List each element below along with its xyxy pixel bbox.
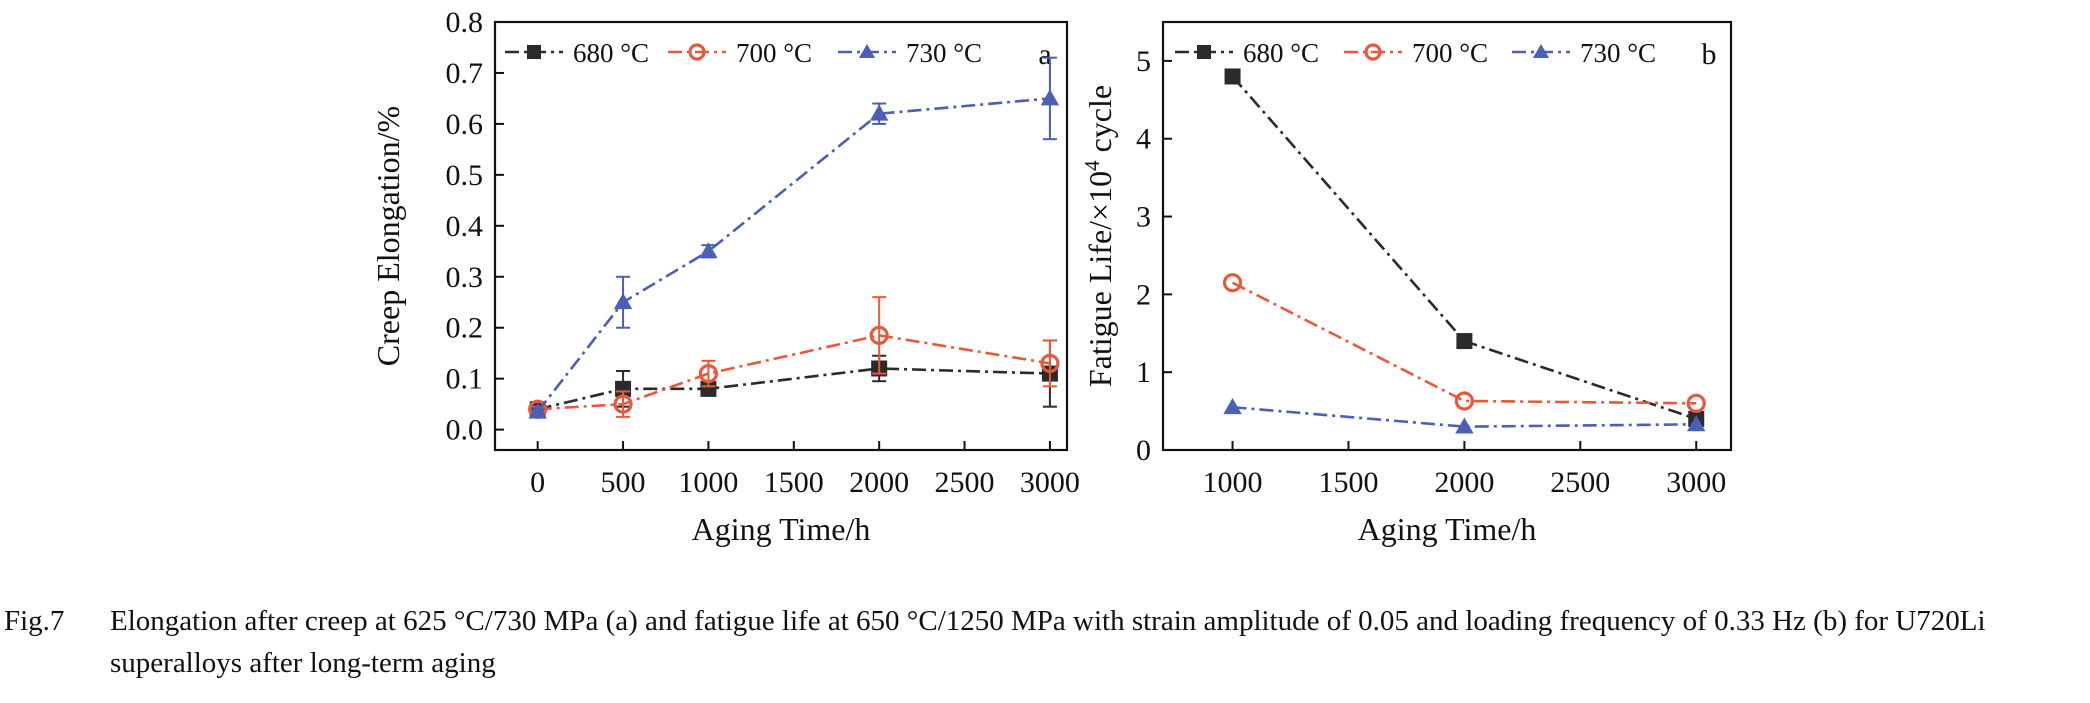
series-line bbox=[1232, 405, 1697, 428]
panel-label: b bbox=[1702, 38, 1717, 71]
data-point bbox=[1040, 89, 1060, 106]
x-tick-label: 3000 bbox=[1666, 466, 1726, 499]
y-tick-label: 3 bbox=[1136, 201, 1151, 234]
legend-label: 730 °C bbox=[906, 38, 982, 68]
x-axis-title: Aging Time/h bbox=[1358, 511, 1537, 547]
plot-frame bbox=[493, 20, 1069, 452]
data-point bbox=[869, 104, 889, 121]
series-2 bbox=[1222, 273, 1706, 413]
data-point bbox=[1454, 391, 1474, 411]
y-tick-label: 0.2 bbox=[446, 312, 484, 345]
y-tick-label: 0.6 bbox=[446, 108, 484, 141]
data-point bbox=[1222, 273, 1243, 293]
y-tick-label: 0 bbox=[1136, 434, 1151, 467]
legend-label: 730 °C bbox=[1580, 38, 1656, 68]
series-2 bbox=[528, 296, 1060, 419]
y-tick-label: 0.1 bbox=[446, 363, 484, 396]
y-tick-label: 0.3 bbox=[446, 261, 484, 294]
series-1 bbox=[1224, 68, 1705, 427]
panel-label: a bbox=[1038, 38, 1051, 71]
series-line bbox=[1231, 75, 1697, 421]
y-tick-label: 0.5 bbox=[446, 159, 484, 192]
legend-marker bbox=[858, 43, 876, 59]
chart-panel-b: 1000 1500 2000 2500 3000 0 1 2 3 4 5 Aging Time/h Fa… bbox=[1080, 20, 1733, 547]
y-axis-title: Fatigue Life/×104 cycle bbox=[1080, 85, 1118, 387]
series-3 bbox=[528, 56, 1060, 419]
series-line bbox=[536, 97, 1051, 413]
data-point bbox=[1455, 417, 1474, 434]
y-tick-label: 0.0 bbox=[446, 414, 484, 447]
data-point bbox=[613, 293, 633, 310]
caption-label: Fig.7 bbox=[4, 605, 65, 637]
legend-marker bbox=[527, 45, 541, 59]
data-point bbox=[528, 402, 547, 419]
x-tick-label: 2000 bbox=[1434, 466, 1494, 499]
x-axis-title: Aging Time/h bbox=[692, 511, 871, 547]
legend-label: 680 °C bbox=[1243, 38, 1319, 68]
data-point bbox=[1456, 333, 1473, 350]
series-line bbox=[1231, 281, 1697, 405]
y-tick-label: 1 bbox=[1136, 356, 1151, 389]
y-tick-label: 0.7 bbox=[446, 57, 484, 90]
y-tick-label: 5 bbox=[1136, 45, 1151, 78]
y-axis-title-unit: cycle bbox=[1082, 85, 1118, 161]
legend-marker bbox=[688, 43, 706, 61]
y-tick-label: 2 bbox=[1136, 278, 1151, 311]
data-point bbox=[869, 325, 889, 345]
legend-label: 680 °C bbox=[573, 38, 649, 68]
legend-marker bbox=[1197, 45, 1211, 59]
y-axis-title-exponent: 4 bbox=[1080, 160, 1104, 171]
x-tick-label: 500 bbox=[601, 466, 646, 499]
data-point bbox=[699, 242, 718, 259]
x-tick-label: 1000 bbox=[678, 466, 738, 499]
y-tick-label: 0.8 bbox=[446, 6, 484, 39]
data-point bbox=[698, 363, 719, 384]
x-tick-label: 1000 bbox=[1203, 466, 1263, 499]
legend-label: 700 °C bbox=[736, 38, 812, 68]
x-tick-label: 1500 bbox=[1318, 466, 1378, 499]
x-tick-label: 2500 bbox=[935, 466, 995, 499]
x-tick-label: 2000 bbox=[849, 466, 909, 499]
plot-frame bbox=[1161, 20, 1733, 452]
y-tick-label: 0.4 bbox=[446, 210, 484, 243]
x-tick-label: 2500 bbox=[1550, 466, 1610, 499]
legend-marker bbox=[1364, 43, 1382, 61]
legend-label: 700 °C bbox=[1412, 38, 1488, 68]
data-point bbox=[1040, 353, 1060, 373]
x-tick-label: 0 bbox=[530, 466, 545, 499]
y-axis-title-main: Fatigue Life/×10 bbox=[1082, 171, 1118, 387]
caption-text: Elongation after creep at 625 °C/730 MPa… bbox=[110, 605, 1986, 679]
x-tick-label: 1500 bbox=[764, 466, 824, 499]
data-point bbox=[1223, 398, 1242, 415]
data-point bbox=[615, 380, 632, 397]
x-tick-label: 3000 bbox=[1020, 466, 1080, 499]
data-point bbox=[613, 394, 633, 414]
y-axis-title: Creep Elongation/% bbox=[370, 106, 406, 366]
data-point bbox=[1224, 68, 1241, 85]
data-point bbox=[1686, 393, 1706, 413]
series-line bbox=[537, 334, 1051, 411]
figure-canvas: 0 500 1000 1500 2000 2500 3000 0.0 0.1 0.2 0.3 0.4 0… bbox=[370, 6, 1733, 547]
chart-panel-a: 0 500 1000 1500 2000 2500 3000 0.0 0.1 0.2 0.3 0.4 0… bbox=[370, 6, 1080, 547]
legend-marker bbox=[1532, 43, 1550, 59]
series-3 bbox=[1223, 398, 1706, 434]
data-point bbox=[700, 380, 717, 397]
y-tick-label: 4 bbox=[1136, 123, 1151, 156]
data-point bbox=[1687, 415, 1706, 432]
